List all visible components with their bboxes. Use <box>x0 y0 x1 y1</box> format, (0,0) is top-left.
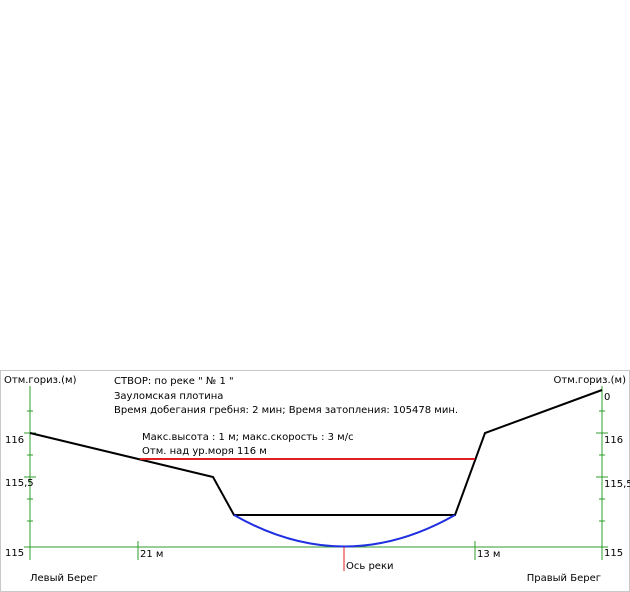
right-tick: 116 <box>604 435 623 446</box>
wave-elevation: Отм. над ур.моря 116 м <box>142 446 267 457</box>
right-distance: 13 м <box>477 549 500 560</box>
axes <box>24 386 608 560</box>
dam-name: Зауломская плотина <box>114 391 223 402</box>
left-bank: Левый Берег <box>30 573 98 584</box>
right-tick: 0 <box>604 392 610 403</box>
left-distance: 21 м <box>140 549 163 560</box>
river-axis-label: Ось реки <box>346 561 393 572</box>
left-tick: 115 <box>5 548 24 559</box>
wave-params: Макс.высота : 1 м; макс.скорость : 3 м/с <box>142 432 354 443</box>
panel <box>0 370 630 592</box>
right-axis-title: Отм.гориз.(м) <box>554 375 627 386</box>
right-bank: Правый Берег <box>527 573 601 584</box>
river-bed <box>233 514 456 548</box>
right-tick: 115,5 <box>604 479 630 490</box>
right-tick: 115 <box>604 548 623 559</box>
left-tick: 115,5 <box>5 478 34 489</box>
left-tick: 116 <box>5 435 24 446</box>
times: Время добегания гребня: 2 мин; Время зат… <box>114 405 458 416</box>
left-axis-title: Отм.гориз.(м) <box>4 375 77 386</box>
title: СТВОР: по реке " № 1 " <box>114 376 234 387</box>
